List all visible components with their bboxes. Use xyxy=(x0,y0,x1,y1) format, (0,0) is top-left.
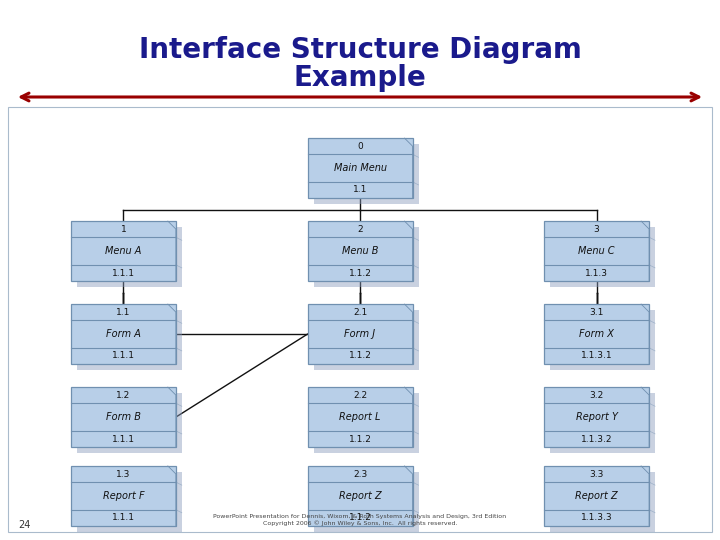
Text: 1.1: 1.1 xyxy=(116,308,130,316)
Bar xyxy=(550,310,655,370)
Text: 1.1.1: 1.1.1 xyxy=(112,435,135,443)
Bar xyxy=(71,221,176,281)
Text: 1.1: 1.1 xyxy=(353,186,367,194)
Bar xyxy=(313,227,418,287)
Text: PowerPoint Presentation for Dennis, Wixom, & Roth Systems Analysis and Design, 3: PowerPoint Presentation for Dennis, Wixo… xyxy=(213,514,507,526)
Text: 1.1.2: 1.1.2 xyxy=(348,268,372,278)
Text: Report Z: Report Z xyxy=(338,491,382,501)
Text: 1.1.2: 1.1.2 xyxy=(348,352,372,361)
Text: 1.3: 1.3 xyxy=(116,470,130,478)
Text: 1.1.3.3: 1.1.3.3 xyxy=(581,514,613,522)
Text: 0: 0 xyxy=(357,141,363,151)
Text: Report F: Report F xyxy=(102,491,144,501)
Bar xyxy=(77,472,182,532)
Text: Interface Structure Diagram: Interface Structure Diagram xyxy=(138,36,582,64)
Bar xyxy=(544,221,649,281)
Text: Main Menu: Main Menu xyxy=(333,163,387,173)
Bar xyxy=(313,472,418,532)
Bar xyxy=(71,387,176,447)
Bar xyxy=(77,227,182,287)
Text: 2.2: 2.2 xyxy=(353,391,367,400)
Bar xyxy=(307,221,413,281)
Text: 3: 3 xyxy=(594,225,600,234)
Bar xyxy=(544,466,649,526)
Text: Menu C: Menu C xyxy=(578,246,615,256)
Text: 2: 2 xyxy=(357,225,363,234)
Text: 1.1.1: 1.1.1 xyxy=(112,268,135,278)
Bar xyxy=(307,304,413,364)
Bar xyxy=(550,393,655,453)
Text: 3.3: 3.3 xyxy=(590,470,604,478)
Text: 3.1: 3.1 xyxy=(590,308,604,316)
Text: 1.1.3.2: 1.1.3.2 xyxy=(581,435,613,443)
Text: Form B: Form B xyxy=(106,412,141,422)
Text: 2.3: 2.3 xyxy=(353,470,367,478)
Text: 1.1.2: 1.1.2 xyxy=(348,514,372,522)
Text: Form X: Form X xyxy=(579,329,614,339)
Text: 24: 24 xyxy=(18,520,30,530)
Text: Report Y: Report Y xyxy=(576,412,618,422)
Bar xyxy=(313,144,418,204)
Text: Menu B: Menu B xyxy=(342,246,378,256)
Text: 1.1.2: 1.1.2 xyxy=(348,435,372,443)
Text: 3.2: 3.2 xyxy=(590,391,604,400)
Text: Form A: Form A xyxy=(106,329,141,339)
Text: 1.1.3.1: 1.1.3.1 xyxy=(581,352,613,361)
Bar xyxy=(550,227,655,287)
Bar xyxy=(71,304,176,364)
Bar xyxy=(307,466,413,526)
Text: 1.1.1: 1.1.1 xyxy=(112,352,135,361)
Bar xyxy=(8,107,712,532)
Text: Report L: Report L xyxy=(339,412,381,422)
Bar xyxy=(550,472,655,532)
Bar xyxy=(313,310,418,370)
Text: Menu A: Menu A xyxy=(105,246,142,256)
Text: 1.1.1: 1.1.1 xyxy=(112,514,135,522)
Text: 1.1.3: 1.1.3 xyxy=(585,268,608,278)
Bar xyxy=(71,466,176,526)
Bar xyxy=(307,387,413,447)
Bar xyxy=(77,393,182,453)
Text: 2.1: 2.1 xyxy=(353,308,367,316)
Bar xyxy=(313,393,418,453)
Text: 1: 1 xyxy=(120,225,126,234)
Bar xyxy=(544,304,649,364)
Bar xyxy=(77,310,182,370)
Bar xyxy=(544,387,649,447)
Text: Example: Example xyxy=(294,64,426,92)
Text: 1.2: 1.2 xyxy=(116,391,130,400)
Bar xyxy=(307,138,413,198)
Text: Form J: Form J xyxy=(344,329,376,339)
Text: Report Z: Report Z xyxy=(575,491,618,501)
